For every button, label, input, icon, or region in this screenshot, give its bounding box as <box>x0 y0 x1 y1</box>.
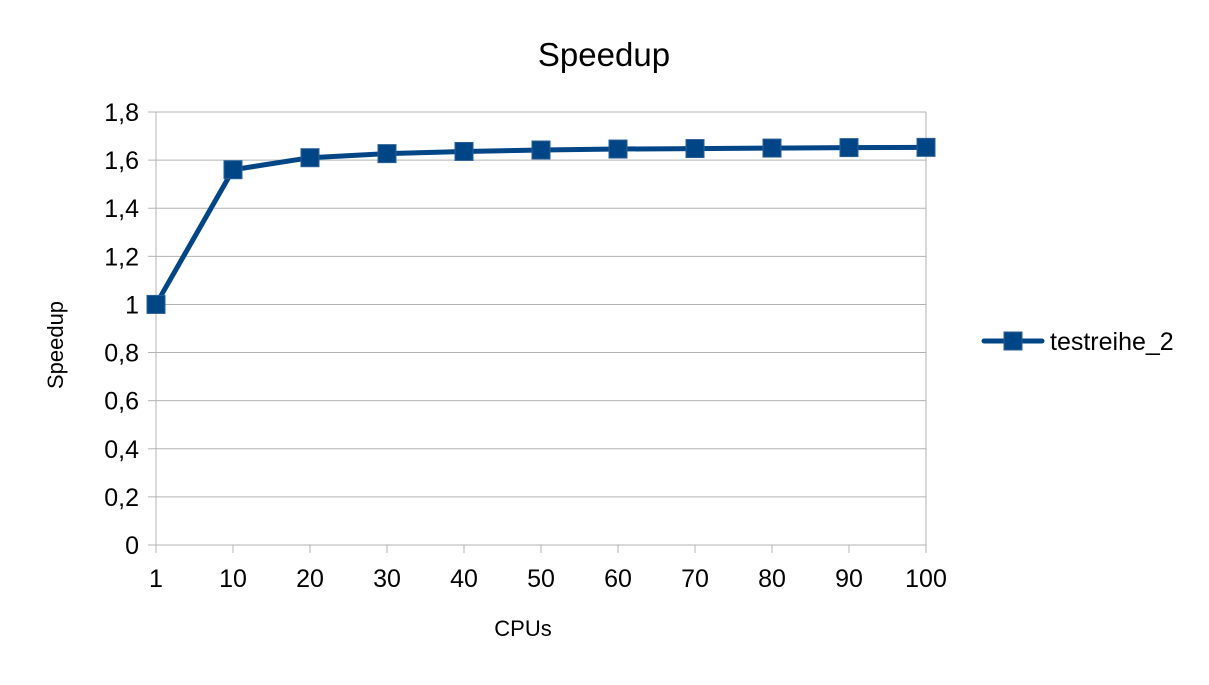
data-point-marker <box>685 139 705 159</box>
data-point-marker <box>223 160 243 180</box>
data-point-marker <box>839 138 859 158</box>
data-point-marker <box>916 137 936 157</box>
y-tick-label: 1,6 <box>104 147 139 175</box>
data-point-marker <box>608 139 628 159</box>
x-tick-label: 90 <box>835 565 863 593</box>
x-tick-label: 40 <box>450 565 478 593</box>
x-tick-label: 70 <box>681 565 709 593</box>
x-tick-label: 60 <box>604 565 632 593</box>
legend-marker <box>1003 331 1023 351</box>
axes <box>148 111 927 553</box>
data-point-marker <box>146 294 166 314</box>
chart-title: Speedup <box>538 36 670 73</box>
y-tick-label: 0,4 <box>104 436 139 464</box>
y-tick-label: 0 <box>125 532 139 560</box>
y-tick-label: 1,8 <box>104 99 139 127</box>
y-tick-label: 1,4 <box>104 195 139 223</box>
grid-lines <box>156 111 927 546</box>
data-point-marker <box>454 141 474 161</box>
y-tick-label: 0,6 <box>104 388 139 416</box>
series-line <box>153 144 929 307</box>
data-point-marker <box>377 144 397 164</box>
x-tick-label: 30 <box>373 565 401 593</box>
x-axis-title: CPUs <box>494 616 551 641</box>
data-point-marker <box>300 148 320 168</box>
x-tick-label: 10 <box>219 565 247 593</box>
x-tick-label: 1 <box>149 565 163 593</box>
y-axis-title: Speedup <box>43 301 68 389</box>
data-point-marker <box>531 140 551 160</box>
y-tick-label: 0,2 <box>104 484 139 512</box>
x-tick-labels: 1 10 20 30 40 50 60 70 80 90 100 <box>149 565 947 593</box>
x-tick-label: 20 <box>296 565 324 593</box>
legend: testreihe_2 <box>981 328 1174 356</box>
y-tick-label: 1,2 <box>104 243 139 271</box>
y-tick-label: 1 <box>125 291 139 319</box>
data-point-marker <box>762 138 782 158</box>
x-tick-label: 80 <box>758 565 786 593</box>
y-tick-label: 0,8 <box>104 340 139 368</box>
y-tick-labels: 0 0,2 0,4 0,6 0,8 1 1,2 1,4 1,6 1,8 <box>104 99 139 560</box>
x-tick-label: 50 <box>527 565 555 593</box>
series-line-group <box>146 137 936 314</box>
legend-label: testreihe_2 <box>1050 328 1174 356</box>
x-tick-label: 100 <box>905 565 947 593</box>
